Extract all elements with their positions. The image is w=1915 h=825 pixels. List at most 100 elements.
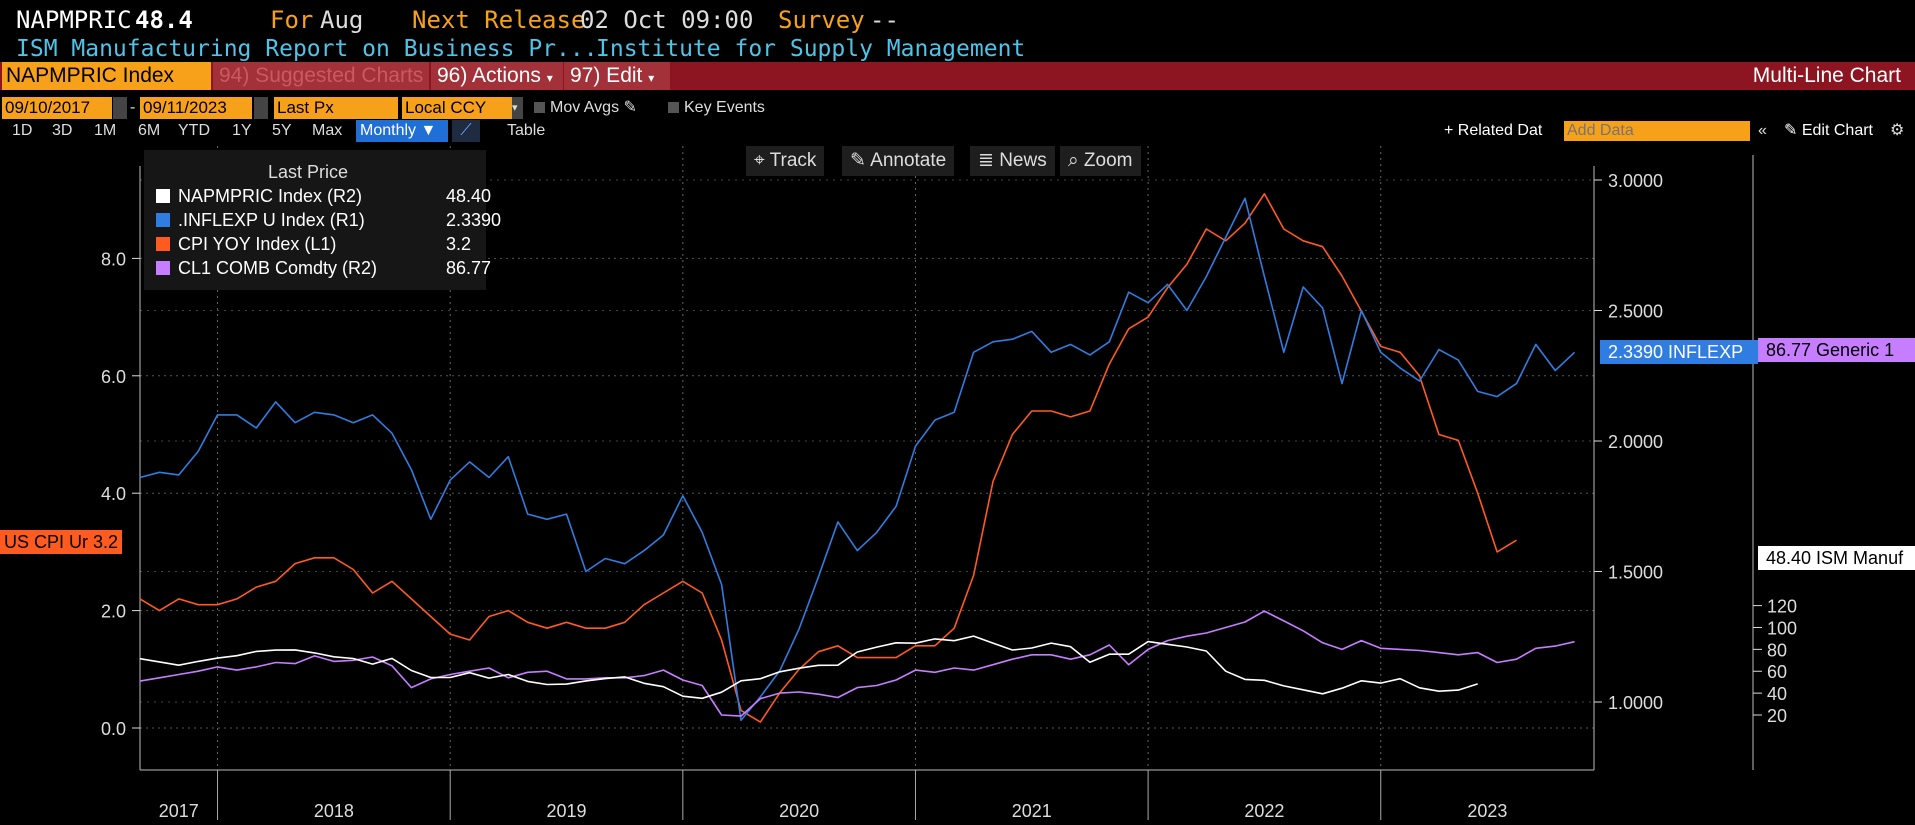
legend-swatch <box>156 189 170 203</box>
line-chart-icon[interactable]: ⟋ <box>452 120 480 142</box>
date-separator: - <box>130 99 136 116</box>
track-label: Track <box>769 150 817 171</box>
frequency-label: Monthly <box>360 122 417 139</box>
news-button[interactable]: ≣ News <box>970 146 1055 176</box>
chevron-down-icon: ▼ <box>420 122 437 139</box>
legend-swatch <box>156 237 170 251</box>
related-data-button[interactable]: + Related Dat <box>1444 122 1543 139</box>
currency-select[interactable]: Local CCY <box>402 97 518 119</box>
series-line-napmpric-index <box>139 635 1478 700</box>
y-tick-label: 1.5000 <box>1608 563 1663 583</box>
range-button[interactable]: 1D <box>12 122 33 139</box>
range-button[interactable]: 3D <box>52 122 73 139</box>
y-tick-label: 100 <box>1767 618 1797 638</box>
legend-item[interactable]: CPI YOY Index (L1) 3.2 <box>156 234 471 255</box>
legend-item[interactable]: NAPMPRIC Index (R2) 48.40 <box>156 186 491 207</box>
next-release-label: Next Release <box>412 6 586 34</box>
x-tick-label: 2021 <box>1012 801 1052 821</box>
legend-value: 48.40 <box>446 186 492 206</box>
chevron-down-icon: ▾ <box>648 71 655 85</box>
y-tick-label: 2.5000 <box>1608 302 1663 322</box>
cpi-last-badge: US CPI Ur 3.2 <box>0 530 123 554</box>
pencil-icon: ✎ <box>850 150 866 171</box>
start-date-field[interactable]: 09/10/2017 <box>2 97 112 119</box>
collapse-icon[interactable]: « <box>1758 122 1767 139</box>
calendar-icon[interactable] <box>254 97 268 119</box>
x-tick-label: 2020 <box>779 801 819 821</box>
legend-title: Last Price <box>268 162 349 182</box>
news-icon: ≣ <box>978 150 994 171</box>
crosshair-icon: ⌖ <box>754 150 765 171</box>
y-tick-label: 3.0000 <box>1608 171 1663 191</box>
zoom-label: Zoom <box>1083 150 1133 171</box>
add-data-input[interactable] <box>1564 121 1750 141</box>
y-tick-label: 40 <box>1767 684 1787 704</box>
edit-menu[interactable]: 97) Edit ▾ <box>564 62 670 90</box>
chevron-down-icon[interactable]: ▾ <box>512 97 523 119</box>
magnifier-icon: ⌕ <box>1068 150 1079 171</box>
last-value: 48.4 <box>135 6 193 34</box>
legend-swatch <box>156 261 170 275</box>
news-label: News <box>999 150 1047 171</box>
series-line-cpi-yoy-index <box>139 193 1517 723</box>
range-button[interactable]: 5Y <box>272 122 292 139</box>
generic-last-badge: 86.77 Generic 1 <box>1758 338 1915 362</box>
range-button[interactable]: YTD <box>178 122 210 139</box>
range-button[interactable]: 6M <box>138 122 161 139</box>
ism-last-badge: 48.40 ISM Manuf <box>1758 546 1915 570</box>
chart-type-label: Multi-Line Chart <box>1752 64 1901 87</box>
legend-label: CL1 COMB Comdty (R2) <box>178 258 378 278</box>
mov-avgs-label: Mov Avgs <box>550 99 620 116</box>
security-description: ISM Manufacturing Report on Business Pr.… <box>16 36 598 62</box>
checkbox-icon <box>534 102 545 114</box>
x-tick-label: 2022 <box>1244 801 1284 821</box>
security-header: NAPMPRIC 48.4 For Aug Next Release 02 Oc… <box>0 0 1915 40</box>
table-button[interactable]: Table <box>507 122 546 139</box>
suggested-charts-button[interactable]: 94) Suggested Charts <box>213 62 429 90</box>
index-field[interactable]: NAPMPRIC Index <box>2 62 211 90</box>
y-tick-label: 1.0000 <box>1608 693 1663 713</box>
y-tick-label: 6.0 <box>101 367 126 387</box>
legend-item[interactable]: .INFLEXP U Index (R1) 2.3390 <box>156 210 501 231</box>
for-label: For <box>270 6 314 34</box>
actions-menu[interactable]: 96) Actions ▾ <box>431 62 563 90</box>
function-toolbar: NAPMPRIC Index 94) Suggested Charts 96) … <box>0 62 1915 90</box>
next-release-value: 02 Oct 09:00 <box>580 6 754 34</box>
gear-icon[interactable]: ⚙ <box>1890 122 1905 139</box>
range-button[interactable]: 1M <box>94 122 117 139</box>
frequency-select[interactable]: Monthly ▼ <box>356 120 448 142</box>
series-line-cl1-comb-comdty <box>139 610 1575 717</box>
description-bar: ISM Manufacturing Report on Business Pr.… <box>0 36 1915 62</box>
y-tick-label: 120 <box>1767 597 1797 617</box>
security-source: Institute for Supply Management <box>596 36 1026 62</box>
legend-value: 86.77 <box>446 258 492 278</box>
inflexp-last-badge: 2.3390 INFLEXP <box>1600 340 1758 364</box>
x-tick-label: 2019 <box>546 801 586 821</box>
key-events-toggle[interactable]: Key Events <box>668 97 765 119</box>
for-value: Aug <box>320 6 364 34</box>
survey-value: -- <box>870 6 899 34</box>
mov-avgs-toggle[interactable]: Mov Avgs ✎ <box>534 97 637 119</box>
legend-value: 2.3390 <box>446 210 502 230</box>
legend-item[interactable]: CL1 COMB Comdty (R2) 86.77 <box>156 258 491 279</box>
y-tick-label: 20 <box>1767 706 1787 726</box>
chevron-down-icon: ▾ <box>546 71 553 85</box>
y-tick-label: 4.0 <box>101 484 126 504</box>
range-button[interactable]: 1Y <box>232 122 252 139</box>
range-button[interactable]: Max <box>312 122 343 139</box>
y-tick-label: 2.0 <box>101 602 126 622</box>
series-line-inflexp-u-index <box>139 197 1576 722</box>
annotate-button[interactable]: ✎ Annotate <box>842 146 955 176</box>
end-date-field[interactable]: 09/11/2023 <box>140 97 252 119</box>
edit-chart-button[interactable]: ✎ Edit Chart <box>1784 120 1873 142</box>
x-tick-label: 2023 <box>1467 801 1507 821</box>
edit-chart-label: Edit Chart <box>1801 122 1873 139</box>
zoom-button[interactable]: ⌕ Zoom <box>1060 146 1141 176</box>
track-button[interactable]: ⌖ Track <box>746 146 825 176</box>
y-tick-label: 8.0 <box>101 249 126 269</box>
y-tick-label: 80 <box>1767 640 1787 660</box>
calendar-icon[interactable] <box>113 97 127 119</box>
pencil-icon: ✎ <box>1784 122 1798 139</box>
field-select[interactable]: Last Px <box>274 97 398 119</box>
